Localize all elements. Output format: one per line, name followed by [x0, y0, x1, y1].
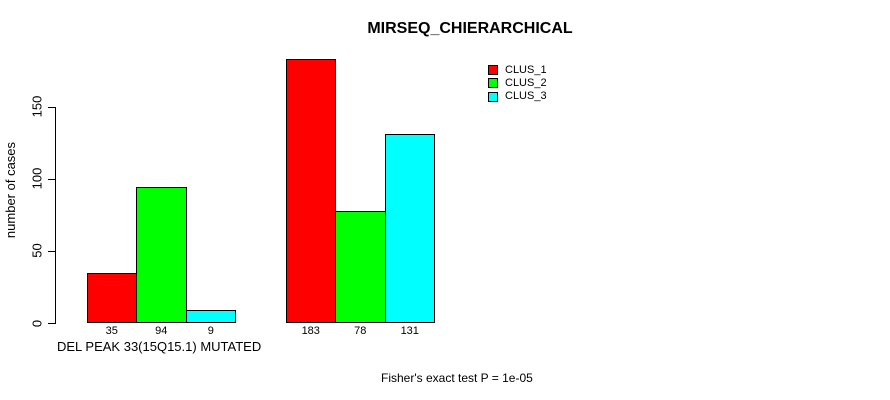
y-axis-tick — [48, 250, 55, 252]
y-axis-line — [55, 106, 56, 324]
bar-clus_1 — [285, 59, 336, 323]
bar-clus_3 — [384, 134, 435, 323]
legend-swatch-clus_1 — [488, 65, 498, 75]
y-axis-tick — [48, 323, 55, 324]
legend: CLUS_1 CLUS_2 CLUS_3 — [488, 63, 547, 103]
bar-value-label: 131 — [400, 325, 419, 337]
bar-clus_3 — [185, 310, 236, 323]
legend-label: CLUS_3 — [505, 90, 547, 103]
bar-clus_2 — [136, 187, 187, 323]
legend-swatch-clus_2 — [488, 78, 498, 89]
fisher-test-footnote: Fisher's exact test P = 1e-05 — [381, 371, 533, 385]
y-axis-tick — [48, 178, 55, 180]
bar-value-label: 35 — [105, 325, 118, 337]
y-axis-tick-label: 0 — [29, 319, 45, 327]
bar-clus_2 — [335, 210, 386, 323]
legend-item-clus_1: CLUS_1 — [488, 63, 547, 76]
bar-value-label: 183 — [301, 325, 320, 337]
chart-title: MIRSEQ_CHIERARCHICAL — [367, 20, 573, 37]
bar-value-label: 78 — [354, 325, 367, 337]
legend-label: CLUS_1 — [505, 63, 547, 76]
y-axis-tick-label: 150 — [29, 95, 45, 118]
x-axis-label: DEL PEAK 33(15Q15.1) MUTATED — [57, 339, 262, 354]
bar-value-label: 94 — [155, 325, 168, 337]
legend-label: CLUS_2 — [505, 76, 547, 89]
bar-value-label: 9 — [207, 325, 214, 337]
legend-item-clus_3: CLUS_3 — [488, 90, 547, 103]
bar-clus_1 — [86, 272, 137, 323]
y-axis-tick — [48, 106, 55, 108]
y-axis-tick-label: 100 — [29, 167, 45, 190]
legend-item-clus_2: CLUS_2 — [488, 76, 547, 89]
y-axis-tick-label: 50 — [29, 243, 45, 259]
legend-swatch-clus_3 — [488, 91, 498, 102]
